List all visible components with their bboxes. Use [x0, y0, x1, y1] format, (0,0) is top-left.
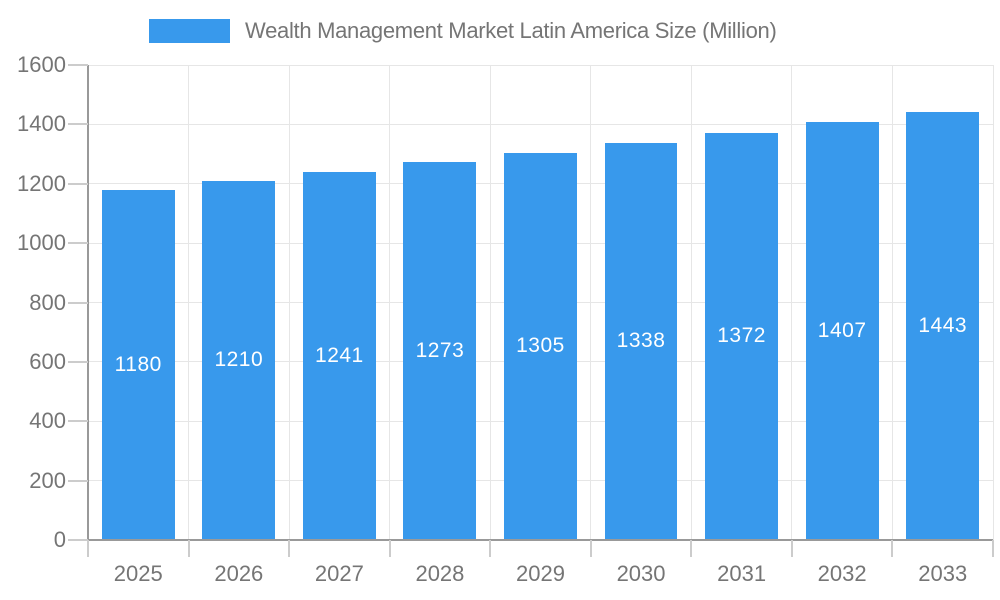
bar-2027: 1241 [302, 171, 376, 540]
y-tick-label: 1600 [17, 52, 66, 77]
x-tick-mark [489, 540, 492, 557]
y-tick-mark [68, 301, 88, 304]
x-tick-mark [187, 540, 190, 557]
y-tick-label: 0 [53, 527, 66, 552]
bar-value-label: 1407 [817, 319, 867, 343]
bar-value-label: 1210 [214, 348, 264, 372]
y-tick-mark [68, 123, 88, 126]
x-tick-label: 2025 [113, 561, 163, 586]
y-tick-mark [68, 479, 88, 482]
bar-value-label: 1273 [415, 339, 465, 363]
gridline-v [992, 65, 994, 540]
x-tick-label: 2030 [616, 561, 666, 586]
y-tick-label: 1000 [17, 230, 66, 256]
gridline-v [188, 65, 190, 540]
gridline-v [389, 65, 391, 540]
y-tick-mark [68, 420, 88, 423]
bar-2032: 1407 [805, 122, 879, 540]
y-axis-line [87, 65, 89, 541]
x-tick-mark [589, 540, 592, 557]
y-tick-mark [68, 242, 88, 245]
x-tick-label: 2029 [516, 561, 565, 586]
x-tick-label: 2026 [214, 561, 264, 586]
x-tick-mark [992, 540, 994, 557]
bar-2029: 1305 [504, 152, 577, 540]
bar-2030: 1338 [604, 142, 678, 540]
y-tick-mark [68, 539, 88, 541]
y-tick-label: 400 [29, 408, 66, 434]
x-axis-line [87, 539, 993, 541]
legend-swatch [149, 19, 230, 43]
gridline-v [288, 65, 290, 540]
bar-value-label: 1241 [315, 343, 364, 367]
gridline-v [690, 65, 692, 540]
x-tick-mark [288, 540, 291, 557]
bar-2025: 1180 [101, 189, 175, 540]
bar-2026: 1210 [202, 180, 276, 540]
x-tick-mark [87, 540, 89, 557]
y-tick-label: 600 [29, 348, 66, 374]
x-tick-mark [690, 540, 693, 557]
bar-value-label: 1443 [918, 313, 968, 337]
bar-2028: 1273 [403, 162, 477, 540]
x-tick-mark [790, 540, 793, 557]
x-tick-mark [891, 540, 894, 557]
gridline-v [489, 65, 491, 540]
x-tick-mark [388, 540, 391, 557]
y-tick-label: 800 [29, 289, 66, 315]
bar-value-label: 1305 [516, 334, 565, 358]
gridline-h [88, 64, 993, 66]
x-tick-label: 2033 [918, 561, 968, 586]
legend: Wealth Management Market Latin America S… [0, 0, 1000, 56]
y-tick-label: 1400 [17, 111, 66, 137]
bar-value-label: 1180 [114, 352, 162, 376]
gridline-v [791, 65, 793, 540]
y-tick-mark [68, 64, 88, 66]
bar-2033: 1443 [906, 111, 980, 540]
x-tick-label: 2027 [314, 561, 364, 586]
x-tick-label: 2028 [415, 561, 465, 586]
bar-2031: 1372 [705, 132, 779, 540]
y-tick-label: 1200 [17, 170, 66, 196]
y-tick-mark [68, 182, 88, 185]
legend-label: Wealth Management Market Latin America S… [245, 18, 777, 43]
y-tick-label: 200 [29, 467, 66, 493]
y-tick-mark [68, 360, 88, 363]
bar-value-label: 1338 [616, 329, 666, 353]
gridline-h [88, 123, 993, 125]
bar-value-label: 1372 [717, 324, 766, 348]
x-tick-label: 2031 [717, 561, 767, 586]
gridline-v [590, 65, 592, 540]
x-tick-label: 2032 [817, 561, 867, 586]
gridline-v [891, 65, 893, 540]
